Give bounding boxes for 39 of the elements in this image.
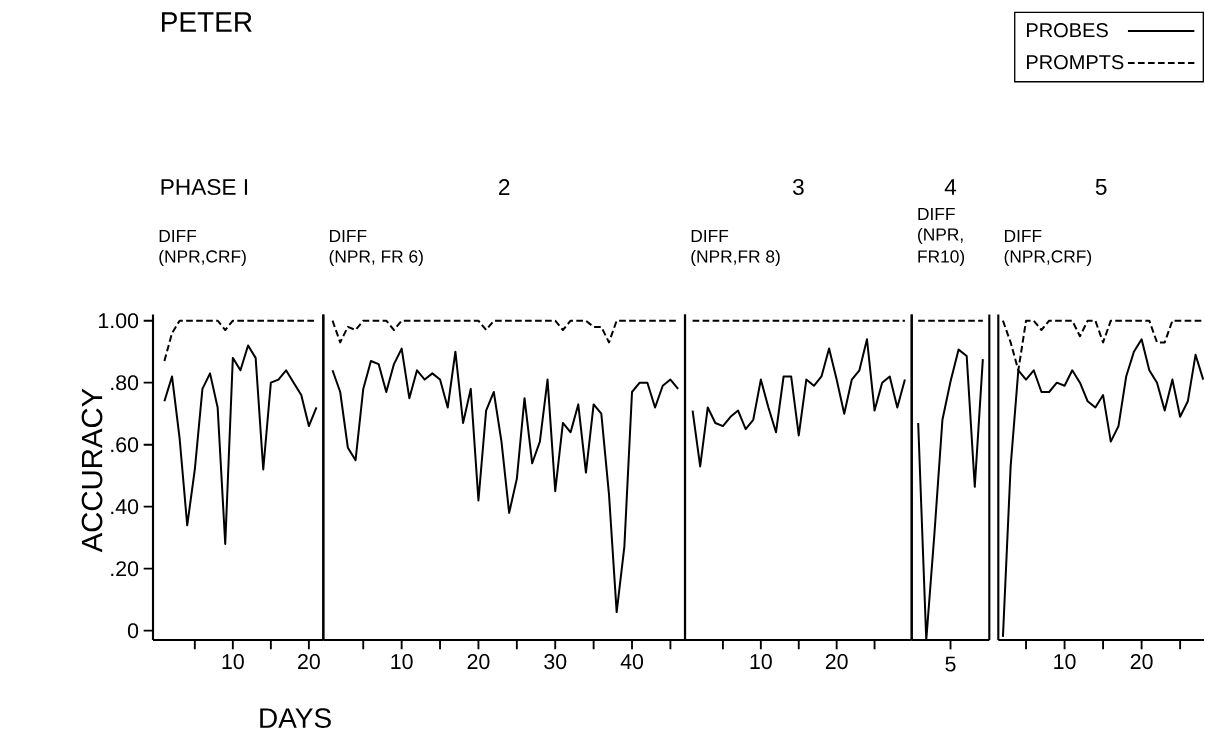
text: DIFF <box>159 230 197 242</box>
line-series <box>163 344 318 545</box>
x-tick-label: 10 <box>391 654 413 670</box>
x-tick-label: 20 <box>298 654 320 670</box>
chart-subtitle: 5 <box>1095 179 1107 195</box>
text: (NPR,FR 8) <box>691 249 780 267</box>
text: DIFF <box>918 208 955 220</box>
text: (NPR, FR 6) <box>329 249 423 267</box>
x-tick-label: 20 <box>1130 654 1153 670</box>
text: (NPR, <box>918 227 963 245</box>
chart-subtitle: 3 <box>792 178 804 196</box>
chart-subtitle: 2 <box>499 179 510 195</box>
x-tick-label: 20 <box>467 654 490 670</box>
text: FR10) <box>918 249 965 267</box>
text: (NPR,CRF) <box>1004 249 1092 267</box>
x-tick-label: 10 <box>750 654 772 670</box>
x-tick-label: 10 <box>1054 654 1076 670</box>
y-tick-label: .60 <box>111 437 139 453</box>
text: DIFF <box>1004 230 1042 242</box>
y-tick-label: .80 <box>111 375 139 391</box>
text: (NPR,CRF) <box>159 249 246 267</box>
chart-subtitle: PHASE I <box>161 178 248 196</box>
chart-title: PETER <box>162 12 252 32</box>
x-axis-title: DAYS <box>260 708 331 729</box>
legend-label: PROBES <box>1027 23 1108 38</box>
x-tick-label: 40 <box>620 654 644 670</box>
y-tick-label: .20 <box>111 561 139 577</box>
x-tick-label: 30 <box>544 654 567 670</box>
chart-subtitle: 4 <box>944 179 957 195</box>
text: DIFF <box>329 230 367 242</box>
y-tick-label: .40 <box>111 499 139 515</box>
y-tick-label: 0 <box>127 623 139 639</box>
x-tick-label: 20 <box>825 654 848 670</box>
x-axis-title: 5 <box>945 656 956 672</box>
legend-label: PROMPTS <box>1027 55 1124 70</box>
text: DIFF <box>691 230 729 242</box>
x-tick-label: 10 <box>222 654 244 670</box>
y-tick-label: 1.00 <box>99 313 139 329</box>
y-axis-title: ACCURACY <box>81 388 103 553</box>
